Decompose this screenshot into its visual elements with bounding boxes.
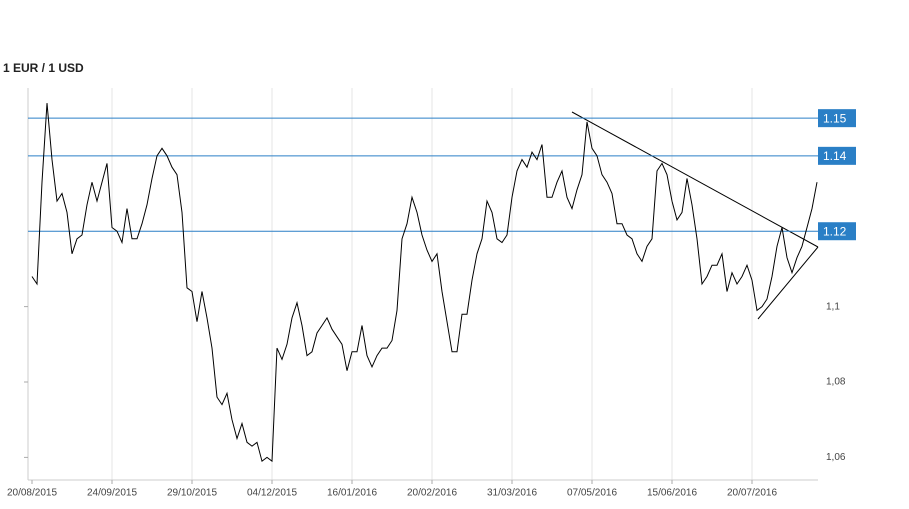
x-tick-label: 16/01/2016 xyxy=(327,488,377,499)
x-tick-label: 31/03/2016 xyxy=(487,488,537,499)
level-label: 1.12 xyxy=(823,224,847,238)
y-tick-label: 1,08 xyxy=(826,377,846,388)
level-label: 1.15 xyxy=(823,111,847,125)
x-tick-label: 07/05/2016 xyxy=(567,488,617,499)
x-tick-label: 20/07/2016 xyxy=(727,488,777,499)
chart-title: 1 EUR / 1 USD xyxy=(3,61,84,75)
x-tick-label: 29/10/2015 xyxy=(167,488,217,499)
trend-line xyxy=(571,111,819,248)
level-label: 1.14 xyxy=(823,149,847,163)
trend-line xyxy=(757,246,819,320)
y-tick-label: 1,06 xyxy=(826,452,846,463)
price-line xyxy=(31,103,818,463)
x-tick-label: 20/02/2016 xyxy=(407,488,457,499)
level-badge xyxy=(818,146,856,165)
level-badge xyxy=(818,222,856,241)
y-tick-label: 1,1 xyxy=(826,301,840,312)
x-tick-label: 04/12/2015 xyxy=(247,488,297,499)
x-tick-label: 15/06/2016 xyxy=(647,488,697,499)
x-tick-label: 20/08/2015 xyxy=(7,488,57,499)
x-tick-label: 24/09/2015 xyxy=(87,488,137,499)
level-badge xyxy=(818,109,856,128)
